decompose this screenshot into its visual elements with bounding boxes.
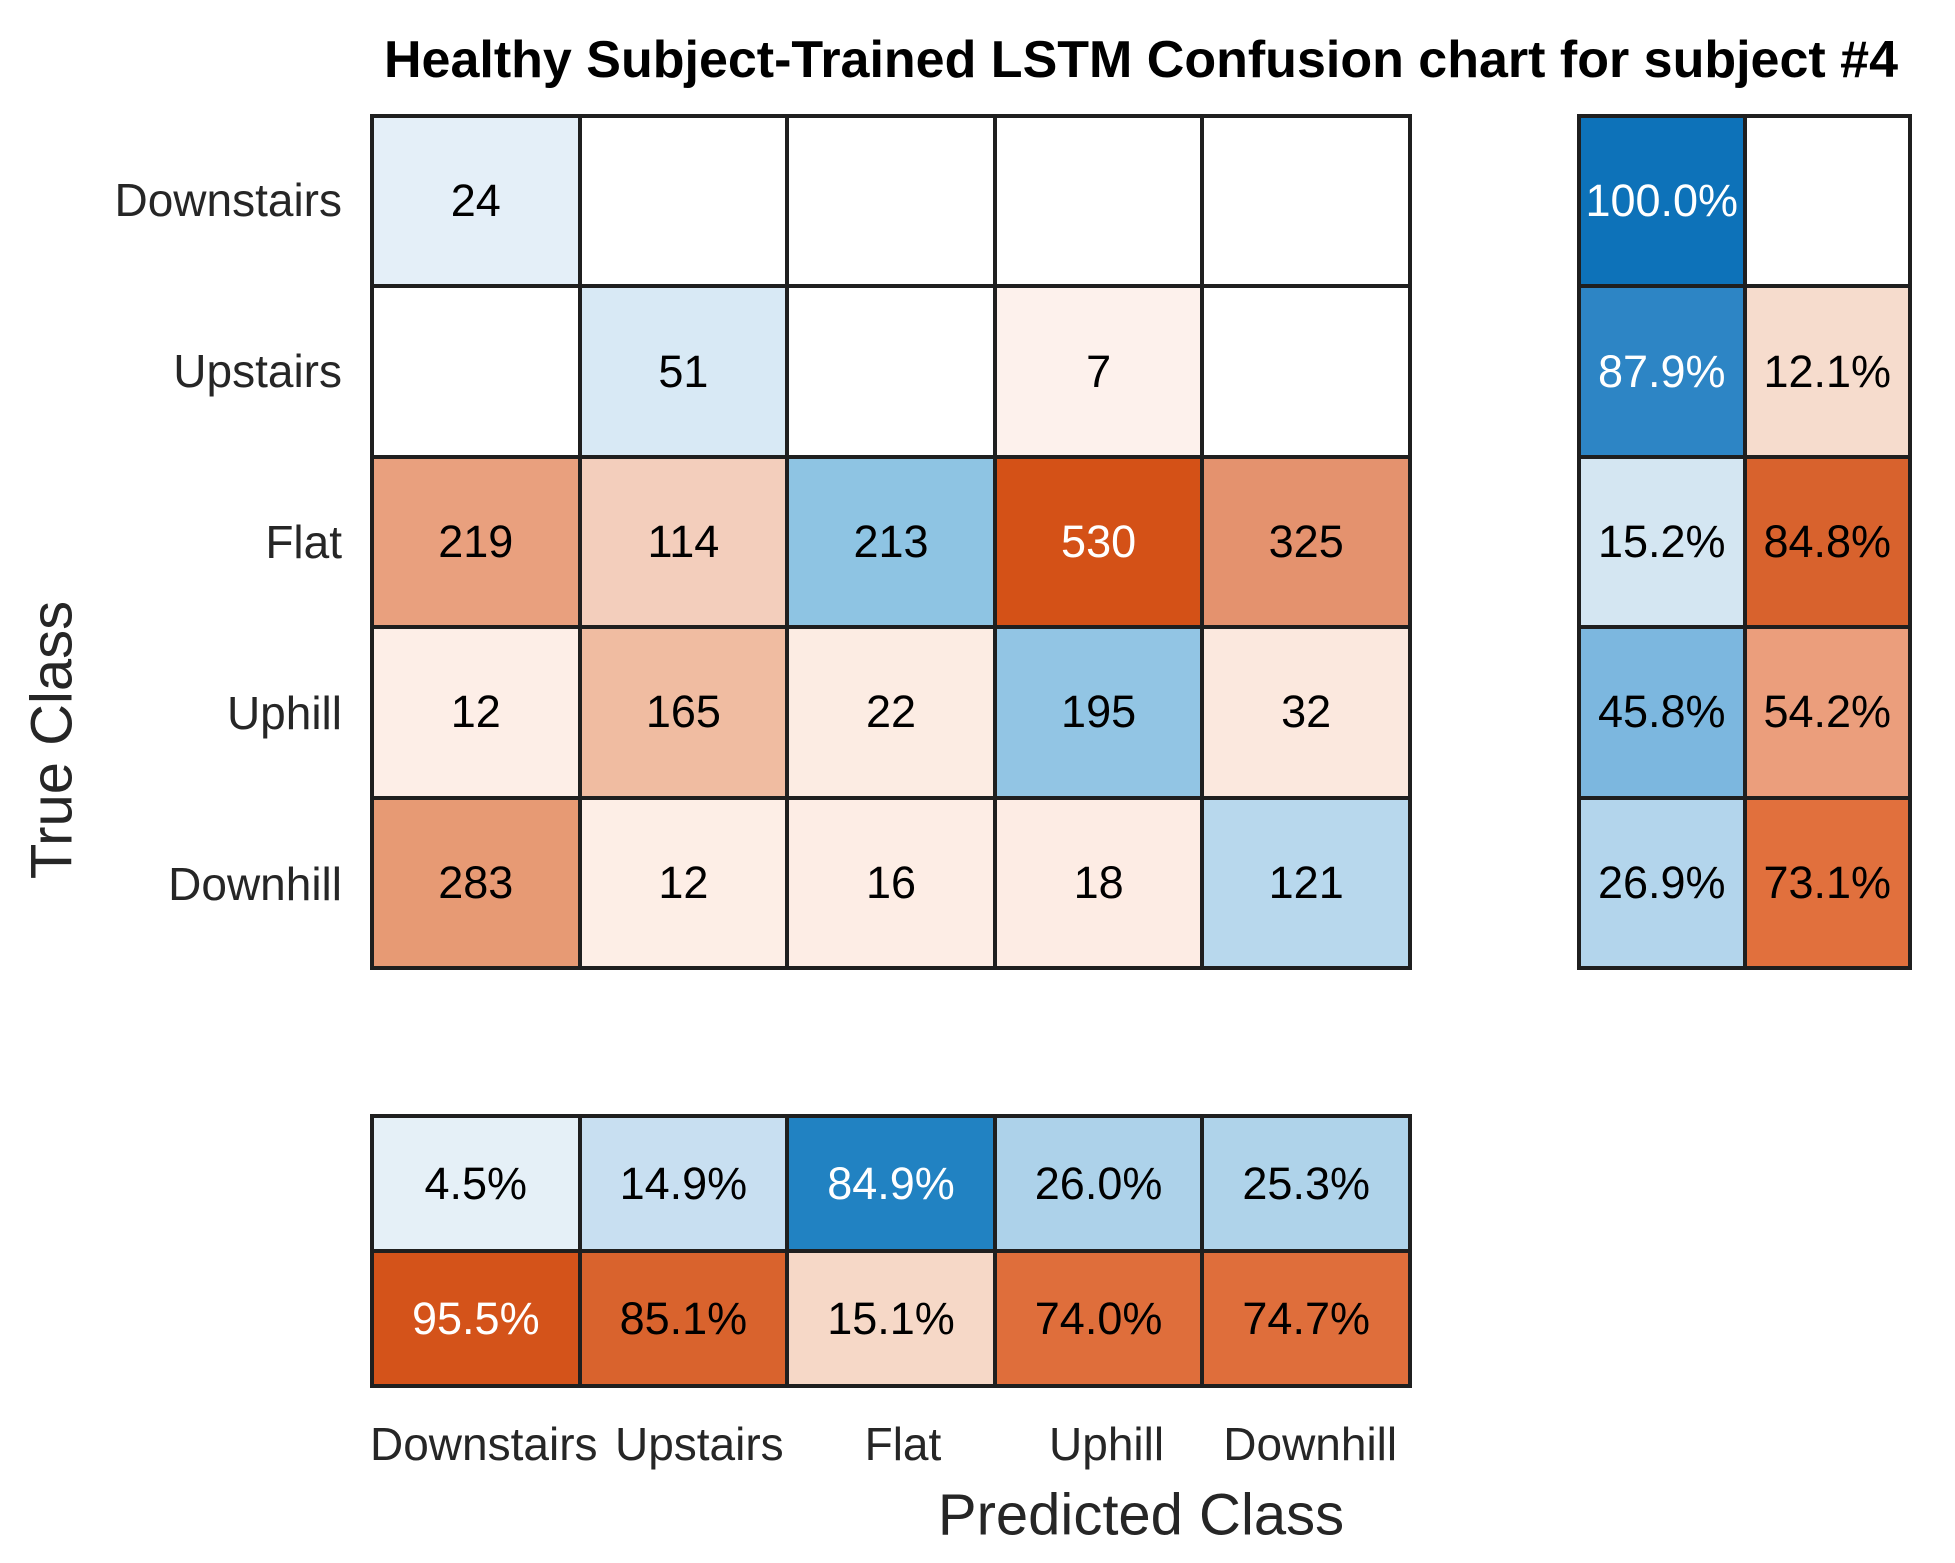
matrix-cell-r3c2: 114 — [579, 456, 788, 628]
col-summary-cell-r2c5: 74.7% — [1202, 1251, 1410, 1386]
col-summary-cell-r1c4: 26.0% — [994, 1116, 1203, 1251]
row-summary-cell-r3c2: 84.8% — [1744, 456, 1910, 628]
matrix-cell-r3c3: 213 — [787, 456, 995, 628]
matrix-cell-r4c2: 165 — [579, 627, 788, 798]
matrix-cell-r1c1: 24 — [372, 116, 580, 287]
matrix-cell-r5c3: 16 — [787, 797, 995, 968]
x-axis-label: Predicted Class — [937, 1482, 1345, 1548]
y-tick-upstairs: Upstairs — [173, 344, 342, 397]
col-summary-cell-r2c3: 15.1% — [787, 1251, 995, 1386]
x-tick-downhill: Downhill — [1223, 1418, 1398, 1470]
row-summary-cell-r2c1: 87.9% — [1579, 286, 1745, 457]
matrix-cell-r1c2 — [579, 116, 788, 287]
col-summary-cell-r2c1: 95.5% — [372, 1251, 580, 1386]
matrix-cell-r5c2: 12 — [579, 797, 788, 968]
row-summary-cell-r1c2 — [1744, 116, 1910, 287]
column-summary-matrix: 4.5% 14.9% 84.9% 26.0% 25.3% 95.5% 85.1% 15.1% 7… — [370, 1114, 1412, 1388]
matrix-cell-r1c4 — [994, 116, 1203, 287]
row-summary-cell-r5c1: 26.9% — [1579, 797, 1745, 968]
matrix-cell-r4c1: 12 — [372, 627, 580, 798]
matrix-cell-r2c1 — [372, 286, 580, 457]
matrix-cell-r3c5: 325 — [1202, 456, 1410, 628]
matrix-cell-r2c2: 51 — [579, 286, 788, 457]
col-summary-cell-r2c2: 85.1% — [579, 1251, 788, 1386]
matrix-cell-r5c5: 121 — [1202, 797, 1410, 968]
matrix-cell-r2c4: 7 — [994, 286, 1203, 457]
matrix-cell-r5c4: 18 — [994, 797, 1203, 968]
x-tick-uphill: Uphill — [1049, 1418, 1165, 1470]
row-summary-cell-r4c2: 54.2% — [1744, 627, 1910, 798]
row-summary-cell-r3c1: 15.2% — [1579, 456, 1745, 628]
col-summary-cell-r1c3: 84.9% — [787, 1116, 995, 1251]
matrix-cell-r4c4: 195 — [994, 627, 1203, 798]
y-tick-labels: Downstairs Upstairs Flat Uphill Downhill — [0, 114, 356, 970]
y-tick-uphill: Uphill — [226, 687, 342, 740]
row-summary-matrix: 100.0% 87.9% 12.1% 15.2% 84.8% 45.8% 54.2% 26.9… — [1577, 114, 1912, 970]
matrix-cell-r3c1: 219 — [372, 456, 580, 628]
y-tick-downstairs: Downstairs — [114, 173, 342, 226]
confusion-matrix: 24 51 7 219 114 213 530 325 12 165 22 195 32 283 12 16 1… — [370, 114, 1412, 970]
matrix-cell-r4c5: 32 — [1202, 627, 1410, 798]
x-tick-downstairs: Downstairs — [370, 1418, 598, 1470]
y-tick-downhill: Downhill — [168, 858, 342, 911]
chart-title: Healthy Subject-Trained LSTM Confusion c… — [384, 31, 1898, 89]
y-tick-flat: Flat — [265, 516, 342, 568]
x-tick-labels: Downstairs Upstairs Flat Uphill Downhill — [370, 1412, 1412, 1476]
x-tick-flat: Flat — [864, 1418, 942, 1470]
matrix-cell-r2c5 — [1202, 286, 1410, 457]
col-summary-cell-r1c5: 25.3% — [1202, 1116, 1410, 1251]
matrix-cell-r1c5 — [1202, 116, 1410, 287]
matrix-cell-r3c4: 530 — [994, 456, 1203, 628]
matrix-cell-r1c3 — [787, 116, 995, 287]
x-tick-upstairs: Upstairs — [614, 1418, 784, 1470]
matrix-cell-r5c1: 283 — [372, 797, 580, 968]
row-summary-cell-r1c1: 100.0% — [1579, 116, 1745, 287]
col-summary-cell-r2c4: 74.0% — [994, 1251, 1203, 1386]
row-summary-cell-r5c2: 73.1% — [1744, 797, 1910, 968]
row-summary-cell-r4c1: 45.8% — [1579, 627, 1745, 798]
matrix-cell-r4c3: 22 — [787, 627, 995, 798]
col-summary-cell-r1c1: 4.5% — [372, 1116, 580, 1251]
row-summary-cell-r2c2: 12.1% — [1744, 286, 1910, 457]
matrix-cell-r2c3 — [787, 286, 995, 457]
col-summary-cell-r1c2: 14.9% — [579, 1116, 788, 1251]
